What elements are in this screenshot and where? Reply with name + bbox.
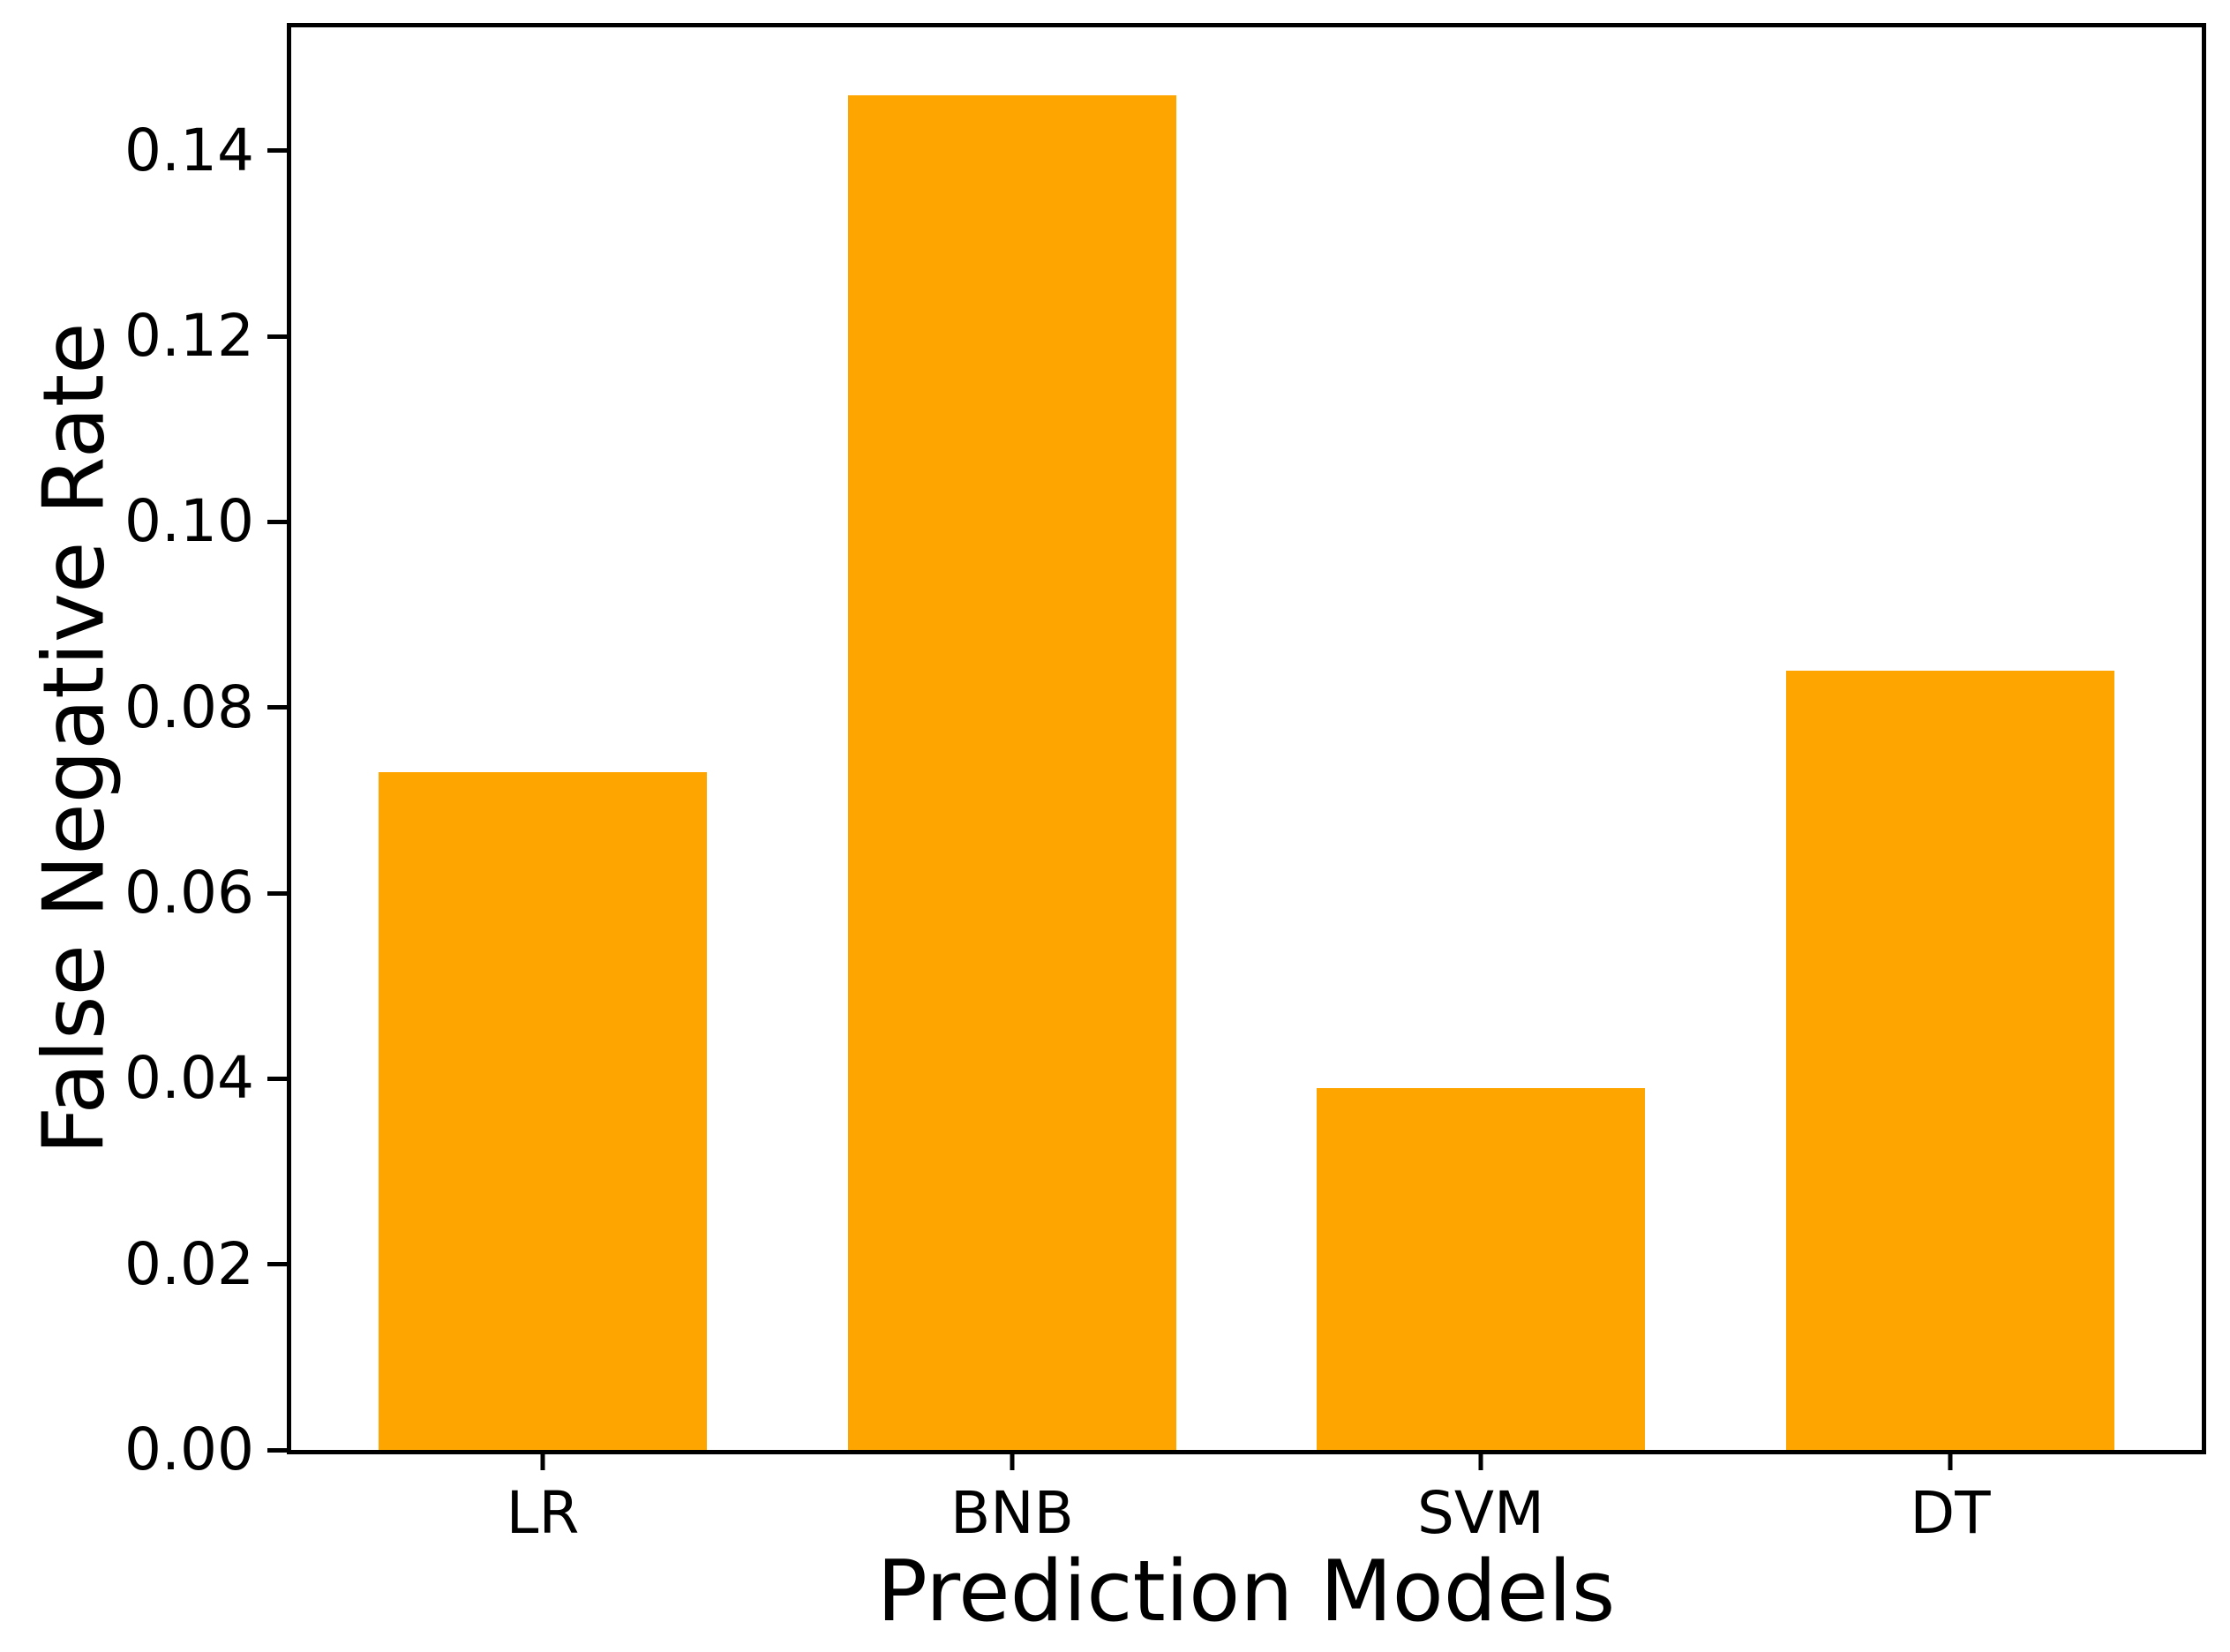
x-tick-label-DT: DT: [1910, 1479, 1991, 1547]
y-tick-mark-0.12: [267, 334, 287, 339]
y-tick-mark-0.06: [267, 891, 287, 896]
y-tick-label-0.08: 0.08: [124, 673, 254, 741]
x-tick-label-LR: LR: [506, 1479, 580, 1547]
x-tick-mark-DT: [1948, 1453, 1953, 1470]
y-tick-mark-0.04: [267, 1077, 287, 1081]
y-tick-mark-0.08: [267, 705, 287, 710]
y-tick-mark-0.10: [267, 520, 287, 524]
y-tick-label-0.00: 0.00: [124, 1415, 254, 1483]
y-tick-mark-0.14: [267, 148, 287, 153]
plot-area: [287, 23, 2206, 1454]
x-axis-label: Prediction Models: [876, 1543, 1616, 1641]
y-tick-label-0.04: 0.04: [124, 1044, 254, 1112]
x-tick-label-SVM: SVM: [1417, 1479, 1544, 1547]
bar-LR: [379, 772, 707, 1450]
bar-SVM: [1317, 1087, 1645, 1450]
y-axis-label: False Negative Rate: [26, 322, 124, 1155]
x-tick-mark-LR: [540, 1453, 545, 1470]
y-tick-label-0.02: 0.02: [124, 1230, 254, 1298]
y-tick-mark-0.02: [267, 1262, 287, 1266]
y-tick-mark-0.00: [267, 1448, 287, 1453]
bar-BNB: [848, 94, 1176, 1450]
y-tick-label-0.12: 0.12: [124, 302, 254, 370]
y-tick-label-0.14: 0.14: [124, 116, 254, 184]
y-tick-label-0.06: 0.06: [124, 859, 254, 927]
x-tick-label-BNB: BNB: [950, 1479, 1074, 1547]
x-tick-mark-BNB: [1010, 1453, 1015, 1470]
y-tick-label-0.10: 0.10: [124, 487, 254, 555]
bar-DT: [1786, 670, 2114, 1450]
x-tick-mark-SVM: [1478, 1453, 1483, 1470]
